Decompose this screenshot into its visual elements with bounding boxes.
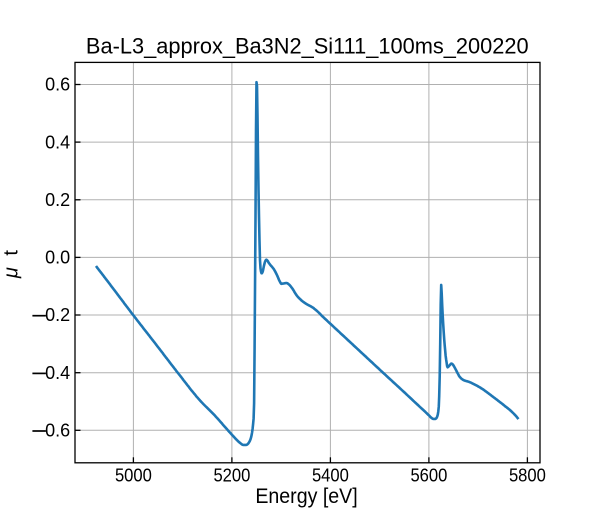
svg-text:0.0: 0.0 <box>45 248 70 268</box>
svg-text:0.4: 0.4 <box>45 363 70 383</box>
svg-text:0.6: 0.6 <box>45 75 70 95</box>
svg-text:Ba-L3_approx_Ba3N2_Si111_100ms: Ba-L3_approx_Ba3N2_Si111_100ms_200220 <box>86 34 529 59</box>
svg-text:5400: 5400 <box>312 465 349 486</box>
svg-text:Energy [eV]: Energy [eV] <box>255 484 357 508</box>
svg-text:μ t: μ t <box>1 247 23 279</box>
svg-text:0.2: 0.2 <box>45 305 70 325</box>
svg-text:5200: 5200 <box>213 465 250 486</box>
svg-text:0.6: 0.6 <box>45 421 70 441</box>
svg-text:5800: 5800 <box>509 465 546 486</box>
svg-text:0.2: 0.2 <box>45 190 70 210</box>
svg-text:5600: 5600 <box>410 465 447 486</box>
svg-text:5000: 5000 <box>115 465 152 486</box>
svg-text:0.4: 0.4 <box>45 132 70 152</box>
